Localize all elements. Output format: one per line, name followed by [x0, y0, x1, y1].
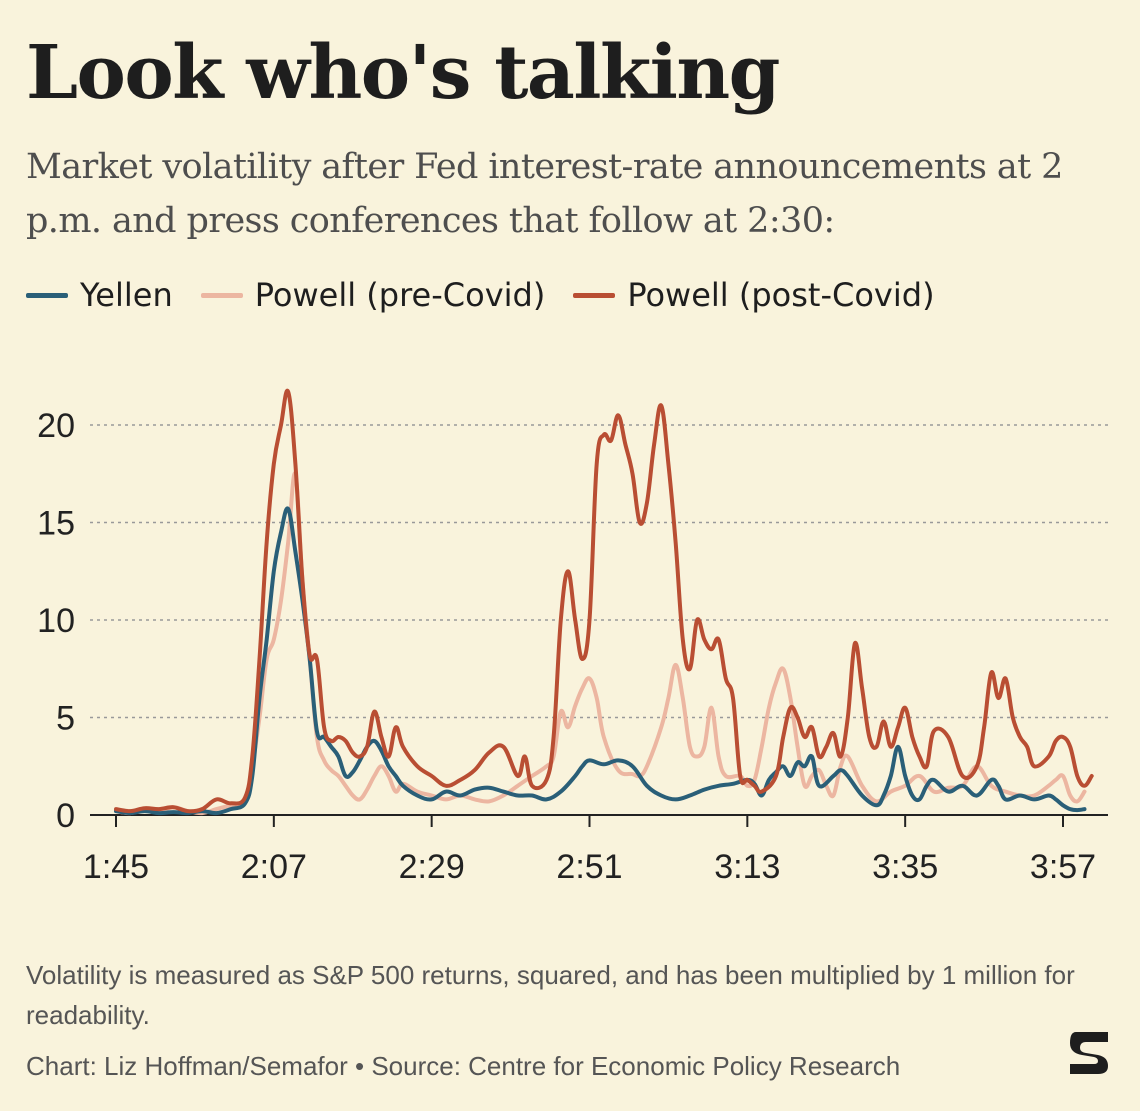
series-line-yellen: [114, 506, 1087, 816]
x-tick-label: 3:57: [1030, 848, 1096, 886]
legend-label-powell-post-covid: Powell (post-Covid): [627, 276, 935, 314]
legend-item-powell-post-covid: Powell (post-Covid): [573, 276, 935, 314]
y-tick-label: 5: [56, 700, 75, 738]
x-tick-label: 2:51: [556, 848, 622, 886]
legend-swatch-powell-post-covid: [573, 292, 616, 298]
y-tick-label: 15: [37, 505, 75, 543]
chart-legend: Yellen Powell (pre-Covid) Powell (post-C…: [26, 276, 963, 314]
x-tick-label: 3:35: [872, 848, 938, 886]
legend-label-yellen: Yellen: [80, 276, 173, 314]
chart-subtitle: Market volatility after Fed interest-rat…: [26, 147, 1063, 241]
y-tick-label: 0: [56, 797, 75, 835]
legend-swatch-yellen: [26, 292, 68, 298]
chart-credit: Chart: Liz Hoffman/Semafor • Source: Cen…: [26, 1051, 901, 1081]
legend-item-powell-pre-covid: Powell (pre-Covid): [200, 276, 546, 314]
semafor-logo-icon: [1064, 1026, 1114, 1078]
series-line-powell-post-covid: [114, 388, 1094, 814]
x-tick-label: 2:29: [399, 848, 465, 886]
y-tick-label: 20: [37, 407, 75, 445]
legend-label-powell-pre-covid: Powell (pre-Covid): [254, 276, 546, 314]
y-tick-label: 10: [37, 602, 75, 640]
legend-item-yellen: Yellen: [26, 276, 173, 314]
x-tick-label: 3:13: [714, 848, 780, 886]
chart-title: Look who's talking: [26, 30, 780, 116]
chart-note: Volatility is measured as S&P 500 return…: [26, 960, 1075, 1030]
x-tick-label: 1:45: [83, 848, 149, 886]
line-chart: 0 5 10 15 20 1:45 2:07 2:29 2:51 3:13 3:35 3:57: [37, 388, 1108, 886]
legend-swatch-powell-pre-covid: [200, 292, 243, 298]
x-tick-label: 2:07: [241, 848, 307, 886]
